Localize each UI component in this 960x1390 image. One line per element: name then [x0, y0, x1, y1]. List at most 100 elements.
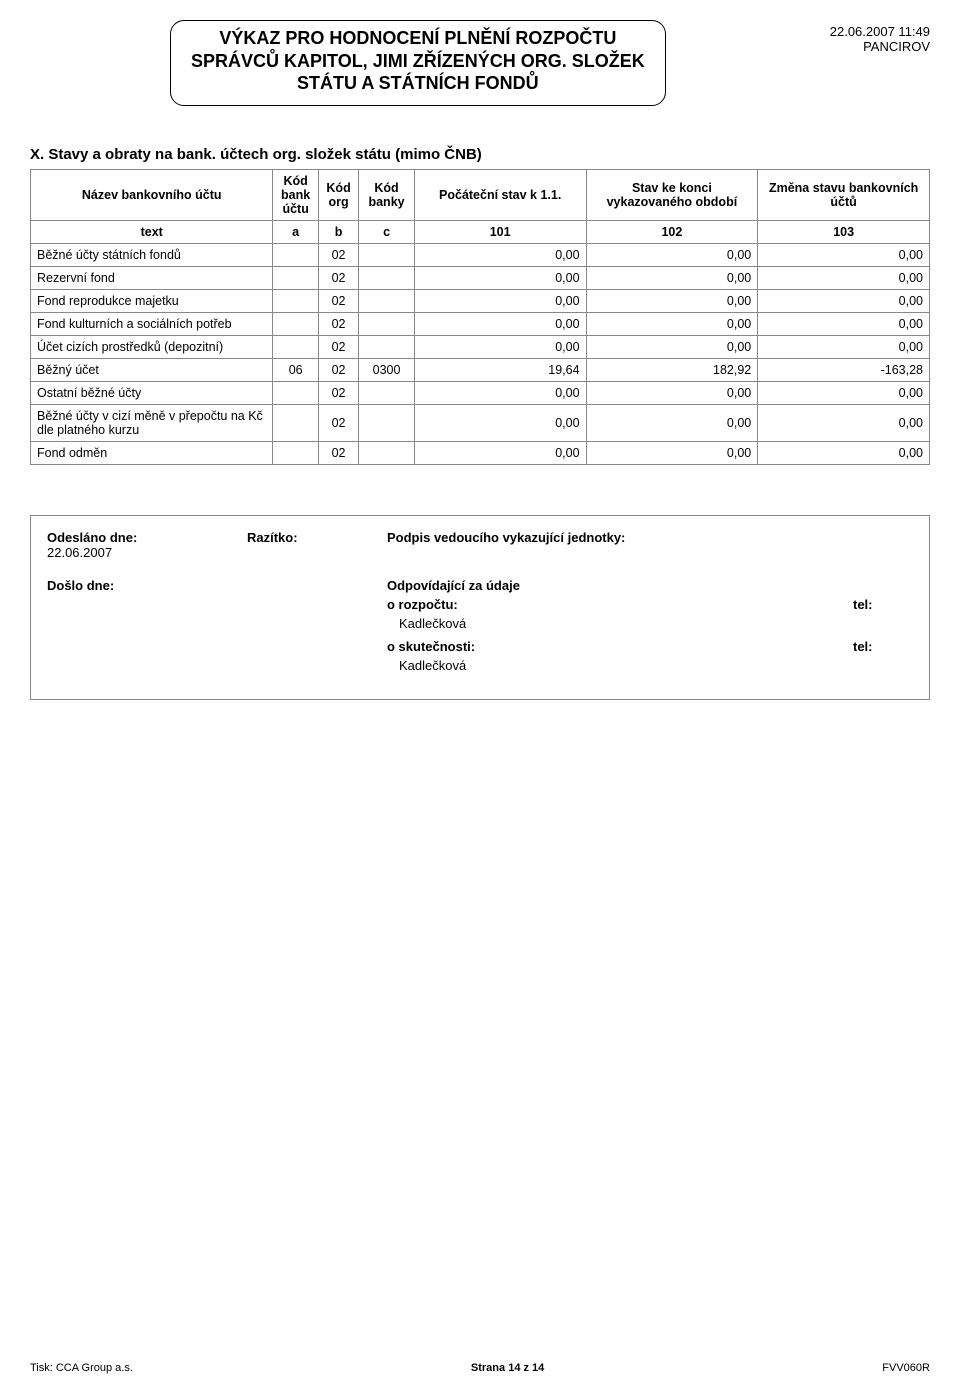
cell-103: -163,28 — [758, 358, 930, 381]
cell-a — [273, 335, 318, 358]
cell-c — [359, 243, 415, 266]
subhead-101: 101 — [414, 220, 586, 243]
cell-name: Ostatní běžné účty — [31, 381, 273, 404]
col-a-header: Kód bank účtu — [273, 169, 318, 220]
cell-c — [359, 441, 415, 464]
recv-label: Došlo dne: — [47, 578, 247, 593]
accounts-table: Název bankovního účtu Kód bank účtu Kód … — [30, 169, 930, 465]
cell-a — [273, 289, 318, 312]
table-row: Fond odměn020,000,000,00 — [31, 441, 930, 464]
cell-103: 0,00 — [758, 404, 930, 441]
cell-103: 0,00 — [758, 289, 930, 312]
title-line-1: VÝKAZ PRO HODNOCENÍ PLNĚNÍ ROZPOČTU — [191, 27, 645, 50]
report-title-box: VÝKAZ PRO HODNOCENÍ PLNĚNÍ ROZPOČTU SPRÁ… — [170, 20, 666, 106]
cell-103: 0,00 — [758, 243, 930, 266]
tel-label-1: tel: — [853, 597, 913, 612]
table-subheader-row: text a b c 101 102 103 — [31, 220, 930, 243]
footer-center: Strana 14 z 14 — [471, 1362, 544, 1374]
col-name-header: Název bankovního účtu — [31, 169, 273, 220]
cell-a: 06 — [273, 358, 318, 381]
cell-a — [273, 243, 318, 266]
header-meta: 22.06.2007 11:49 PANCIROV — [830, 20, 930, 54]
cell-103: 0,00 — [758, 335, 930, 358]
cell-a — [273, 404, 318, 441]
cell-c — [359, 266, 415, 289]
cell-101: 19,64 — [414, 358, 586, 381]
budget-label: o rozpočtu: — [387, 597, 458, 612]
cell-101: 0,00 — [414, 404, 586, 441]
cell-b: 02 — [318, 266, 358, 289]
cell-102: 0,00 — [586, 335, 758, 358]
table-row: Fond reprodukce majetku020,000,000,00 — [31, 289, 930, 312]
budget-name: Kadlečková — [387, 616, 853, 631]
subhead-text: text — [31, 220, 273, 243]
footer-left: Tisk: CCA Group a.s. — [30, 1362, 133, 1374]
table-row: Běžné účty v cizí měně v přepočtu na Kč … — [31, 404, 930, 441]
subhead-103: 103 — [758, 220, 930, 243]
cell-101: 0,00 — [414, 243, 586, 266]
cell-103: 0,00 — [758, 266, 930, 289]
cell-103: 0,00 — [758, 441, 930, 464]
report-header: VÝKAZ PRO HODNOCENÍ PLNĚNÍ ROZPOČTU SPRÁ… — [30, 20, 930, 106]
title-line-3: STÁTU A STÁTNÍCH FONDŮ — [191, 72, 645, 95]
table-row: Běžné účty státních fondů020,000,000,00 — [31, 243, 930, 266]
sent-label: Odesláno dne: — [47, 530, 247, 545]
cell-name: Fond odměn — [31, 441, 273, 464]
cell-102: 0,00 — [586, 243, 758, 266]
section-title: X. Stavy a obraty na bank. účtech org. s… — [30, 146, 930, 163]
cell-b: 02 — [318, 441, 358, 464]
cell-b: 02 — [318, 381, 358, 404]
cell-102: 0,00 — [586, 289, 758, 312]
col-102-header: Stav ke konci vykazovaného období — [586, 169, 758, 220]
cell-a — [273, 441, 318, 464]
cell-101: 0,00 — [414, 266, 586, 289]
cell-101: 0,00 — [414, 335, 586, 358]
cell-name: Běžný účet — [31, 358, 273, 381]
table-header-row: Název bankovního účtu Kód bank účtu Kód … — [31, 169, 930, 220]
title-line-2: SPRÁVCŮ KAPITOL, JIMI ZŘÍZENÝCH ORG. SLO… — [191, 50, 645, 73]
cell-101: 0,00 — [414, 441, 586, 464]
fact-label: o skutečnosti: — [387, 639, 475, 654]
sign-label: Podpis vedoucího vykazující jednotky: — [387, 530, 913, 560]
cell-c — [359, 381, 415, 404]
cell-a — [273, 312, 318, 335]
cell-102: 0,00 — [586, 441, 758, 464]
cell-102: 0,00 — [586, 381, 758, 404]
cell-102: 0,00 — [586, 312, 758, 335]
footer-right: FVV060R — [882, 1362, 930, 1374]
subhead-b: b — [318, 220, 358, 243]
cell-c: 0300 — [359, 358, 415, 381]
fact-name: Kadlečková — [387, 658, 853, 673]
table-row: Ostatní běžné účty020,000,000,00 — [31, 381, 930, 404]
sent-date: 22.06.2007 — [47, 545, 247, 560]
cell-b: 02 — [318, 358, 358, 381]
cell-name: Fond reprodukce majetku — [31, 289, 273, 312]
cell-a — [273, 381, 318, 404]
table-row: Účet cizích prostředků (depozitní)020,00… — [31, 335, 930, 358]
cell-b: 02 — [318, 335, 358, 358]
cell-103: 0,00 — [758, 312, 930, 335]
cell-b: 02 — [318, 289, 358, 312]
col-101-header: Počáteční stav k 1.1. — [414, 169, 586, 220]
cell-name: Rezervní fond — [31, 266, 273, 289]
cell-103: 0,00 — [758, 381, 930, 404]
subhead-102: 102 — [586, 220, 758, 243]
cell-b: 02 — [318, 312, 358, 335]
cell-name: Běžné účty v cizí měně v přepočtu na Kč … — [31, 404, 273, 441]
cell-a — [273, 266, 318, 289]
cell-101: 0,00 — [414, 312, 586, 335]
subhead-c: c — [359, 220, 415, 243]
cell-b: 02 — [318, 243, 358, 266]
report-org: PANCIROV — [830, 39, 930, 54]
cell-name: Fond kulturních a sociálních potřeb — [31, 312, 273, 335]
col-103-header: Změna stavu bankovních účtů — [758, 169, 930, 220]
cell-c — [359, 289, 415, 312]
table-row: Běžný účet0602030019,64182,92-163,28 — [31, 358, 930, 381]
subhead-a: a — [273, 220, 318, 243]
table-row: Rezervní fond020,000,000,00 — [31, 266, 930, 289]
table-row: Fond kulturních a sociálních potřeb 02 0,0… — [31, 312, 930, 335]
stamp-label: Razítko: — [247, 530, 387, 560]
cell-name: Běžné účty státních fondů — [31, 243, 273, 266]
report-datetime: 22.06.2007 11:49 — [830, 24, 930, 39]
cell-101: 0,00 — [414, 289, 586, 312]
